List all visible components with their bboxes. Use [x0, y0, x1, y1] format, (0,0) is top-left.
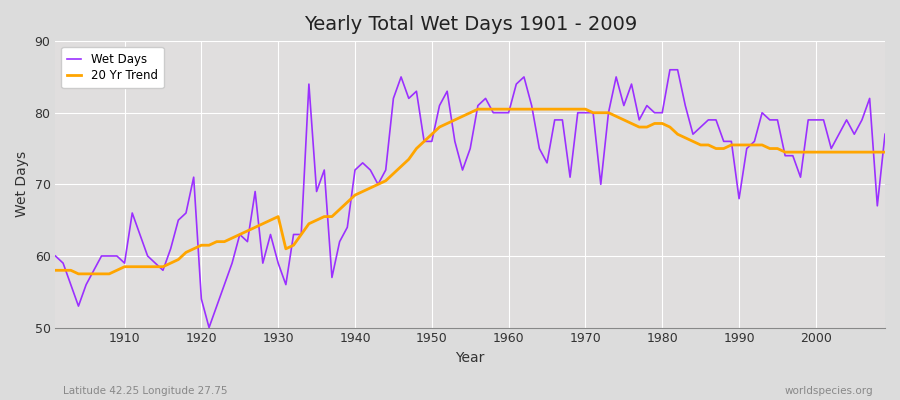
- Wet Days: [112, 254, 122, 258]
- 20 Yr Trend: [879, 150, 890, 154]
- Wet Days: [664, 67, 675, 72]
- Wet Days: [203, 325, 214, 330]
- Text: worldspecies.org: worldspecies.org: [785, 386, 873, 396]
- Legend: Wet Days, 20 Yr Trend: Wet Days, 20 Yr Trend: [61, 47, 164, 88]
- Line: Wet Days: Wet Days: [56, 70, 885, 328]
- 20 Yr Trend: [611, 114, 622, 119]
- 20 Yr Trend: [50, 268, 61, 273]
- Title: Yearly Total Wet Days 1901 - 2009: Yearly Total Wet Days 1901 - 2009: [303, 15, 637, 34]
- 20 Yr Trend: [511, 107, 522, 112]
- X-axis label: Year: Year: [455, 351, 485, 365]
- Wet Days: [603, 110, 614, 115]
- 20 Yr Trend: [334, 207, 345, 212]
- Line: 20 Yr Trend: 20 Yr Trend: [56, 109, 885, 274]
- Text: Latitude 42.25 Longitude 27.75: Latitude 42.25 Longitude 27.75: [63, 386, 228, 396]
- Wet Days: [334, 239, 345, 244]
- 20 Yr Trend: [518, 107, 529, 112]
- Y-axis label: Wet Days: Wet Days: [15, 151, 29, 218]
- Wet Days: [50, 254, 61, 258]
- 20 Yr Trend: [119, 264, 130, 269]
- 20 Yr Trend: [472, 107, 483, 112]
- Wet Days: [503, 110, 514, 115]
- 20 Yr Trend: [73, 272, 84, 276]
- Wet Days: [511, 82, 522, 86]
- Wet Days: [879, 132, 890, 137]
- Wet Days: [288, 232, 299, 237]
- 20 Yr Trend: [288, 243, 299, 248]
